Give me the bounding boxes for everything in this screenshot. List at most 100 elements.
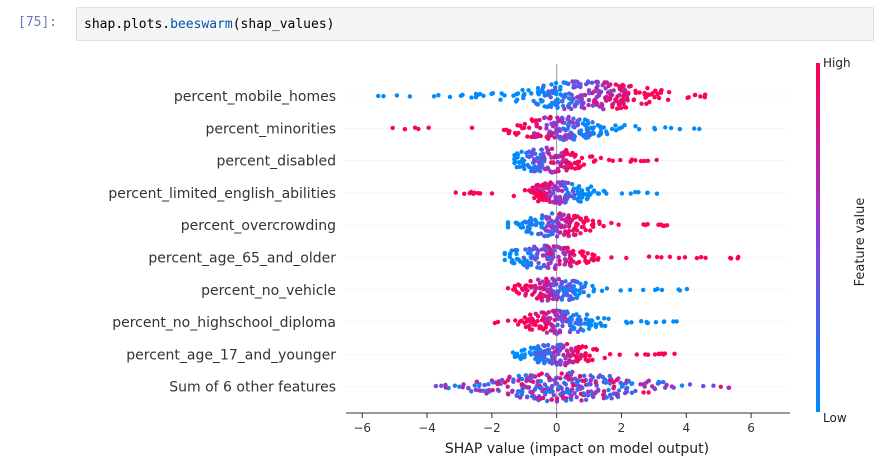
shap-point [573, 279, 578, 284]
shap-point [519, 382, 524, 387]
shap-point [547, 91, 552, 96]
shap-point [541, 293, 546, 298]
shap-point [684, 286, 690, 292]
shap-point [659, 287, 665, 293]
shap-point [736, 254, 741, 260]
shap-point [506, 131, 511, 136]
shap-point [543, 185, 549, 190]
shap-point [551, 326, 556, 331]
shap-point [555, 215, 560, 221]
shap-point [548, 224, 554, 229]
shap-point [506, 392, 511, 397]
shap-point [539, 371, 544, 376]
shap-point [554, 234, 560, 239]
shap-point [416, 126, 421, 132]
shap-point [576, 165, 581, 171]
shap-point [519, 286, 525, 291]
shap-point [507, 374, 512, 379]
shap-point [579, 285, 584, 290]
shap-point [539, 147, 544, 152]
shap-point [535, 360, 540, 365]
shap-point [574, 380, 579, 386]
shap-point [542, 246, 547, 251]
shap-point [674, 319, 679, 324]
shap-point [534, 124, 539, 129]
shap-point [524, 220, 529, 225]
shap-point [650, 384, 655, 389]
shap-point [544, 198, 549, 203]
colorbar-low-label: Low [823, 411, 847, 425]
shap-point [530, 168, 535, 173]
shap-point [572, 391, 577, 396]
shap-point [565, 249, 570, 254]
shap-point [563, 94, 568, 99]
shap-point [654, 157, 659, 163]
shap-point [505, 286, 511, 291]
shap-point [556, 180, 562, 185]
shap-point [558, 84, 563, 90]
shap-point [622, 104, 627, 110]
shap-point [520, 221, 525, 226]
shap-point [589, 318, 594, 323]
shap-point [555, 159, 561, 165]
shap-point [561, 288, 566, 294]
shap-points [376, 79, 741, 404]
shap-point [596, 387, 601, 392]
shap-point [555, 322, 560, 328]
shap-point [636, 127, 642, 132]
shap-point [583, 135, 589, 141]
shap-point [561, 292, 567, 298]
shap-point [534, 255, 540, 260]
shap-point [628, 287, 633, 292]
shap-point [565, 389, 570, 395]
shap-point [550, 231, 555, 236]
shap-point [621, 93, 627, 98]
shap-point [628, 191, 633, 196]
shap-point [563, 382, 568, 387]
shap-point [633, 388, 638, 394]
shap-point [607, 352, 613, 357]
shap-point [516, 373, 521, 378]
shap-point [692, 92, 698, 98]
shap-point [556, 221, 561, 226]
shap-point [541, 262, 547, 268]
shap-point [553, 80, 559, 86]
shap-point [564, 168, 569, 173]
shap-point [610, 158, 615, 163]
shap-point [514, 393, 519, 398]
shap-point [551, 160, 556, 165]
shap-point [555, 105, 560, 110]
shap-point [561, 309, 566, 314]
shap-point [588, 184, 594, 189]
shap-point [553, 266, 558, 271]
shap-point [558, 342, 563, 347]
shap-point [586, 98, 592, 103]
shap-point [655, 286, 660, 292]
shap-point [481, 388, 486, 393]
shap-point [728, 256, 734, 261]
shap-point [553, 85, 558, 90]
code-input[interactable]: shap.plots.beeswarm(shap_values) [76, 7, 874, 41]
shap-point [529, 91, 534, 96]
shap-point [624, 255, 629, 261]
shap-point [611, 384, 617, 389]
shap-point [677, 288, 683, 293]
shap-point [593, 158, 598, 163]
shap-point [552, 354, 557, 359]
shap-point [560, 99, 565, 104]
shap-point [531, 131, 537, 136]
shap-point [578, 194, 583, 200]
shap-point [614, 377, 619, 383]
shap-point [549, 383, 555, 389]
shap-point [544, 276, 549, 281]
shap-point [570, 194, 576, 199]
shap-point [528, 312, 533, 317]
shap-point [482, 382, 487, 388]
shap-point [562, 183, 567, 189]
code-token-shap: shap [84, 17, 116, 32]
shap-point [726, 385, 732, 390]
shap-point [517, 395, 523, 400]
shap-point [598, 130, 603, 135]
colorbar: High Low Feature value [816, 56, 868, 425]
shap-point [571, 137, 577, 142]
